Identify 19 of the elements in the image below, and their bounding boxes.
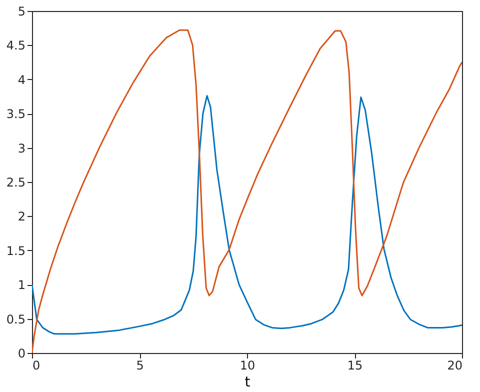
y-tick-label: 4.5 [6,38,26,53]
y-tick-label: 1.5 [6,244,26,258]
line-series [32,29,462,353]
y-tick-label: 2.5 [6,176,26,190]
y-tick-label: 1 [18,278,26,292]
y-tick-label: 0.5 [6,312,26,326]
y-tick-label: 2 [18,210,26,224]
x-tick-label: 15 [347,358,363,372]
x-tick-label: 20 [447,358,462,372]
y-tick-label: 0 [18,346,26,360]
line-series [32,95,462,335]
y-tick-label: 3.5 [6,107,26,122]
y-tick-label: 5 [18,4,26,18]
x-tick-label: 5 [136,358,144,372]
x-tick-label: 0 [32,358,40,372]
x-axis-title: t [244,374,251,390]
y-tick-label: 4 [18,72,26,87]
x-tick-label: 10 [240,358,256,372]
y-tick-label: 3 [18,141,26,156]
